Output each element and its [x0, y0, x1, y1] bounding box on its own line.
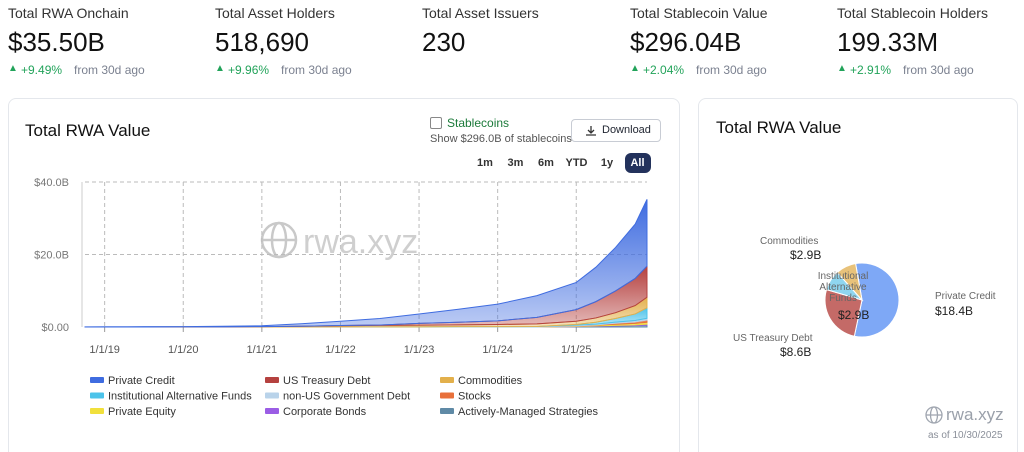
range-button[interactable]: YTD — [565, 157, 588, 169]
stablecoins-note: Show $296.0B of stablecoins — [430, 133, 572, 145]
pie-title: Total RWA Value — [716, 118, 842, 137]
pie-label: US Treasury Debt — [733, 333, 813, 344]
stat-value: 518,690 — [215, 27, 309, 57]
legend-swatch — [90, 377, 104, 383]
legend-label: US Treasury Debt — [283, 375, 370, 387]
legend-label: Corporate Bonds — [283, 406, 367, 418]
stat-change: +2.04% — [643, 63, 685, 77]
legend-label: Commodities — [458, 375, 523, 387]
pie-slice — [836, 262, 863, 302]
up-arrow: ▲ — [630, 63, 640, 74]
pie-value: $8.6B — [780, 345, 812, 359]
stat-period: from 30d ago — [696, 63, 767, 77]
pie-label: Commodities — [760, 236, 819, 247]
stat-label: Total Asset Issuers — [422, 5, 539, 21]
legend-label: Private Equity — [108, 406, 176, 418]
up-arrow: ▲ — [8, 63, 18, 74]
as-of: as of 10/30/2025 — [928, 430, 1003, 441]
x-tick-label: 1/1/19 — [89, 344, 120, 356]
stat-value: $296.04B — [630, 27, 742, 57]
pie-slice — [853, 262, 900, 338]
legend-swatch — [440, 377, 454, 383]
legend-label: non-US Government Debt — [283, 391, 410, 403]
legend-swatch — [90, 392, 104, 399]
download-icon — [586, 126, 596, 136]
up-arrow: ▲ — [215, 63, 225, 74]
y-tick-label: $20.0B — [34, 250, 69, 262]
stat-change: +9.49% — [21, 63, 63, 77]
watermark: rwa.xyz — [303, 223, 418, 261]
legend-label: Private Credit — [108, 375, 175, 387]
area-card — [8, 98, 680, 452]
stat-label: Total RWA Onchain — [8, 5, 129, 21]
up-arrow: ▲ — [837, 63, 847, 74]
range-button[interactable]: All — [624, 153, 651, 173]
x-tick-label: 1/1/22 — [325, 344, 356, 356]
range-button[interactable]: 6m — [538, 157, 554, 169]
stat-period: from 30d ago — [281, 63, 352, 77]
pie-value: $2.9B — [790, 248, 822, 262]
stat-value: 199.33M — [837, 27, 939, 57]
pie-slice — [824, 288, 863, 337]
pie-label: Institutional Alternative Funds — [817, 271, 869, 304]
range-button[interactable]: 1y — [600, 157, 614, 169]
legend-swatch — [440, 408, 454, 414]
x-tick-label: 1/1/25 — [561, 344, 592, 356]
y-tick-label: $40.0B — [34, 177, 69, 189]
legend-label: Actively-Managed Strategies — [458, 406, 599, 418]
pie-value: $2.9B — [838, 308, 870, 322]
legend-label: Stocks — [458, 391, 492, 403]
stat-label: Total Asset Holders — [215, 5, 335, 21]
x-tick-label: 1/1/24 — [482, 344, 513, 356]
legend-swatch — [265, 408, 279, 414]
range-button[interactable]: 1m — [477, 157, 493, 169]
stat-period: from 30d ago — [903, 63, 974, 77]
legend-label: Institutional Alternative Funds — [108, 391, 252, 403]
download-label: Download — [602, 124, 651, 136]
stablecoins-toggle[interactable]: Stablecoins — [447, 116, 510, 130]
stat-label: Total Stablecoin Holders — [837, 5, 988, 21]
checkbox[interactable] — [430, 117, 442, 129]
legend-swatch — [90, 408, 104, 414]
x-tick-label: 1/1/20 — [168, 344, 199, 356]
footer-logo: rwa.xyz — [946, 405, 1004, 424]
x-tick-label: 1/1/21 — [247, 344, 278, 356]
range-button[interactable]: 3m — [507, 157, 524, 169]
x-tick-label: 1/1/23 — [404, 344, 435, 356]
stat-period: from 30d ago — [74, 63, 145, 77]
area-series — [84, 199, 648, 328]
stat-value: $35.50B — [8, 27, 105, 57]
footer-icon — [925, 406, 943, 424]
stat-change: +9.96% — [228, 63, 270, 77]
pie-value: $18.4B — [935, 304, 974, 318]
area-title: Total RWA Value — [25, 121, 151, 140]
legend-swatch — [265, 377, 279, 383]
stat-value: 230 — [422, 27, 466, 57]
download-button[interactable]: Download — [571, 119, 661, 142]
y-tick-label: $0.00 — [41, 322, 69, 334]
legend-swatch — [440, 392, 454, 399]
stat-label: Total Stablecoin Value — [630, 5, 768, 21]
legend-swatch — [265, 392, 279, 399]
watermark-icon — [260, 221, 298, 259]
stat-change: +2.91% — [850, 63, 892, 77]
pie-label: Private Credit — [935, 291, 996, 302]
